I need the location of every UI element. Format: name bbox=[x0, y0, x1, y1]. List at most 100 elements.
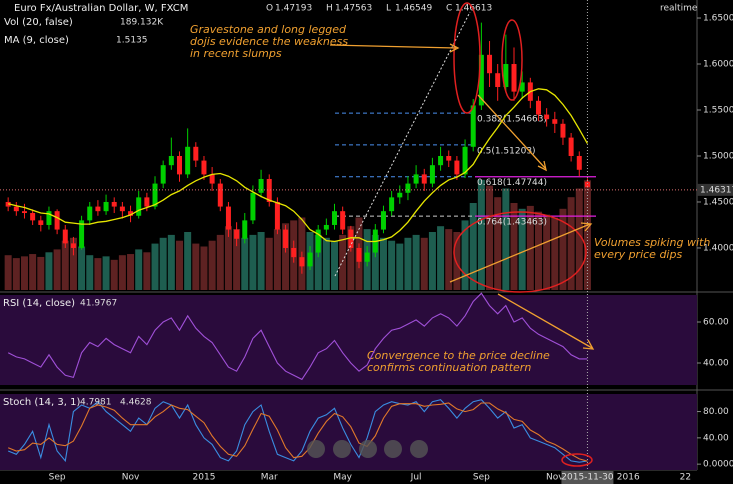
candle-body bbox=[62, 229, 68, 244]
y-tick-label: 40.00 bbox=[703, 359, 729, 369]
zoom-out-button[interactable] bbox=[307, 440, 325, 458]
candle-body bbox=[552, 119, 558, 124]
volume-bar bbox=[486, 185, 494, 290]
candle-body bbox=[323, 224, 329, 230]
volume-bar bbox=[86, 255, 94, 290]
arrow bbox=[449, 223, 591, 283]
y-tick-label: 1.40000 bbox=[703, 243, 733, 253]
indicator-line bbox=[7, 292, 588, 381]
scroll-button[interactable] bbox=[410, 440, 428, 458]
zoom-button[interactable] bbox=[333, 440, 351, 458]
volume-bar bbox=[428, 232, 436, 290]
volume-bar bbox=[453, 232, 461, 290]
candle-body bbox=[176, 155, 182, 175]
fib-label: 0.382(1.54663) bbox=[477, 115, 547, 125]
fib-label: 0.764(1.43463) bbox=[477, 218, 547, 228]
candle-body bbox=[470, 105, 476, 147]
volume-bar bbox=[53, 249, 61, 290]
volume-bar bbox=[257, 232, 265, 290]
pane-background bbox=[0, 394, 697, 470]
volume-bar bbox=[167, 234, 175, 290]
ohlc-value: 1.47563 bbox=[335, 4, 372, 14]
volume-bar bbox=[526, 205, 534, 290]
x-tick-label: Nov bbox=[122, 473, 140, 483]
candle-body bbox=[274, 201, 280, 230]
volume-bar bbox=[388, 240, 396, 290]
volume-bar bbox=[510, 203, 518, 290]
fib-label: 0.618(1.47744) bbox=[477, 178, 547, 188]
x-tick-label: 2015 bbox=[193, 473, 216, 483]
highlight-ellipse bbox=[453, 211, 587, 293]
candle-body bbox=[519, 82, 525, 92]
crosshair-date-label: 2015-11-30 bbox=[561, 473, 614, 483]
candle-body bbox=[478, 54, 484, 106]
candle-body bbox=[495, 73, 501, 88]
volume-bar bbox=[110, 259, 118, 290]
status: realtime bbox=[660, 4, 698, 14]
arrow bbox=[329, 44, 457, 49]
x-tick-label: Sep bbox=[49, 473, 66, 483]
volume-bar bbox=[118, 255, 126, 290]
candle-body bbox=[46, 211, 52, 225]
ma-value: 1.5135 bbox=[116, 36, 148, 46]
zoom-controls[interactable] bbox=[307, 440, 428, 458]
candle-body bbox=[30, 213, 36, 221]
ohlc-value: 1.47193 bbox=[275, 4, 312, 14]
y-tick-label: 60.00 bbox=[703, 318, 729, 328]
indicator-title: RSI (14, close) bbox=[3, 298, 75, 309]
volume-bar bbox=[233, 229, 241, 290]
drawings bbox=[329, 2, 595, 467]
highlight-ellipse bbox=[561, 453, 593, 467]
volume-bar bbox=[265, 237, 273, 290]
arrow bbox=[477, 94, 546, 169]
candle-body bbox=[168, 155, 174, 166]
candle-body bbox=[185, 146, 191, 175]
volume-bar bbox=[159, 237, 167, 290]
candle-body bbox=[364, 252, 370, 262]
candle-body bbox=[503, 64, 509, 88]
volume-bar bbox=[412, 234, 420, 290]
volume-bar bbox=[469, 203, 477, 290]
candle-body bbox=[544, 114, 550, 120]
reset-button[interactable] bbox=[359, 440, 377, 458]
trend-line bbox=[334, 11, 471, 277]
y-tick-label: 1.50000 bbox=[703, 151, 733, 161]
zoom-in-button[interactable] bbox=[384, 440, 402, 458]
candle-body bbox=[429, 165, 435, 184]
candle-body bbox=[160, 165, 166, 184]
candle-body bbox=[21, 211, 27, 214]
y-tick-label: 1.65000 bbox=[703, 14, 733, 24]
candle-body bbox=[87, 206, 93, 221]
indicator-value: 41.9767 bbox=[80, 299, 117, 309]
candle-body bbox=[136, 197, 142, 216]
candle-body bbox=[584, 181, 590, 188]
candle-body bbox=[250, 192, 256, 221]
volume-bar bbox=[551, 217, 559, 290]
candle-body bbox=[54, 211, 60, 230]
candle-body bbox=[307, 252, 313, 267]
fib-label: 0.5(1.51203) bbox=[477, 146, 536, 156]
x-tick-label: 2016 bbox=[617, 473, 640, 483]
candle-body bbox=[511, 64, 517, 92]
volume-bar bbox=[322, 237, 330, 290]
volume-bar bbox=[151, 243, 159, 290]
volume-bar bbox=[575, 188, 583, 290]
x-tick-label: Sep bbox=[473, 473, 490, 483]
volume-bar bbox=[477, 179, 485, 290]
pane-background bbox=[0, 295, 697, 385]
annotation: Volumes spiking with bbox=[594, 236, 710, 249]
candle-body bbox=[266, 178, 272, 202]
volume-bar bbox=[127, 254, 135, 290]
candle-body bbox=[299, 257, 305, 267]
moving-average bbox=[8, 88, 588, 243]
volume-bar bbox=[502, 188, 510, 290]
volume-bar bbox=[534, 211, 542, 290]
crosshair-date-box bbox=[561, 471, 614, 484]
y-tick-label: 1.45000 bbox=[703, 197, 733, 207]
volume-bar bbox=[45, 252, 53, 290]
volume-bar bbox=[224, 226, 232, 290]
candle-body bbox=[242, 220, 248, 239]
annotation: Convergence to the price decline bbox=[367, 349, 550, 362]
arrow-head bbox=[580, 222, 593, 232]
